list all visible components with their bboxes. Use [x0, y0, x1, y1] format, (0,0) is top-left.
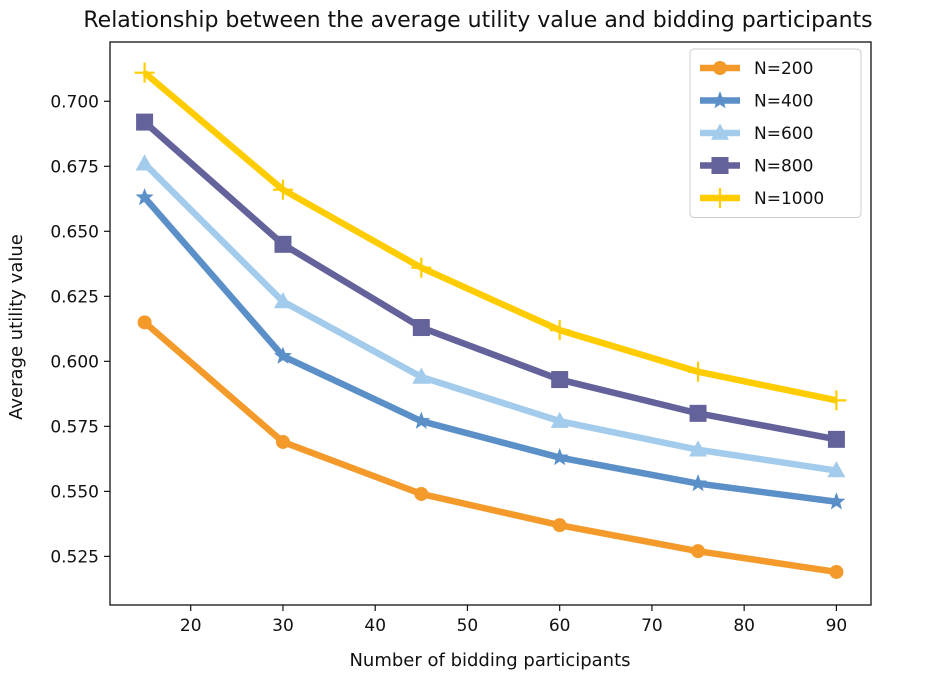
data-point — [134, 62, 155, 83]
series-n-800 — [136, 113, 845, 448]
legend-item: N=200 — [700, 59, 813, 79]
legend-label: N=200 — [754, 59, 813, 79]
y-tick-label: 0.550 — [50, 482, 99, 502]
x-axis-label: Number of bidding participants — [349, 650, 630, 671]
legend-marker — [711, 157, 729, 174]
data-point — [827, 461, 846, 478]
data-point — [549, 320, 570, 341]
data-point — [552, 518, 567, 533]
data-point — [136, 113, 154, 131]
series-n-400 — [135, 188, 846, 510]
data-point — [689, 404, 707, 422]
legend-label: N=1000 — [754, 189, 824, 209]
data-point — [135, 188, 154, 206]
data-point — [691, 544, 706, 559]
legend-marker — [711, 123, 729, 140]
legend-box — [689, 48, 862, 218]
legend-label: N=600 — [754, 124, 813, 144]
legend-item: N=400 — [700, 91, 813, 112]
data-point — [689, 474, 708, 492]
x-tick-label: 30 — [272, 616, 294, 636]
y-tick-label: 0.650 — [50, 222, 99, 242]
series-line — [142, 195, 837, 505]
legend-item: N=800 — [700, 157, 813, 177]
data-point — [550, 411, 569, 428]
data-point — [412, 319, 430, 337]
chart-title: Relationship between the average utility… — [83, 8, 872, 33]
data-point — [689, 440, 708, 457]
data-point — [274, 235, 292, 253]
x-tick-label: 60 — [549, 616, 571, 636]
x-tick-label: 50 — [457, 616, 479, 636]
series-line — [142, 70, 838, 404]
data-point — [273, 346, 292, 364]
series-line — [142, 119, 838, 443]
data-point — [272, 179, 293, 200]
data-point — [412, 367, 431, 384]
series-line — [142, 161, 837, 474]
y-tick-label: 0.675 — [50, 157, 99, 177]
data-point — [273, 292, 292, 309]
data-point — [829, 564, 844, 579]
data-point — [275, 434, 290, 449]
data-point — [688, 361, 709, 382]
legend-marker — [710, 91, 730, 109]
x-axis-ticks: 20 30 40 50 60 70 80 90 — [180, 605, 847, 636]
series-n-600 — [135, 154, 846, 478]
y-tick-label: 0.700 — [50, 92, 99, 112]
legend-marker — [710, 188, 730, 208]
data-point — [551, 371, 569, 389]
x-tick-label: 40 — [364, 616, 386, 636]
data-point — [411, 257, 432, 278]
y-tick-label: 0.575 — [50, 417, 99, 437]
y-tick-label: 0.525 — [50, 547, 99, 567]
y-axis-ticks: 0.525 0.550 0.575 0.600 0.625 0.650 0.675 0.700 — [50, 92, 110, 567]
x-tick-label: 90 — [826, 616, 848, 636]
y-tick-label: 0.600 — [50, 352, 99, 372]
x-tick-label: 80 — [733, 616, 755, 636]
y-tick-label: 0.625 — [50, 287, 99, 307]
series-line — [142, 319, 837, 576]
x-tick-label: 20 — [180, 616, 202, 636]
legend-marker — [713, 61, 727, 75]
legend-item: N=600 — [700, 123, 813, 144]
data-point — [827, 430, 845, 448]
data-point — [414, 486, 429, 501]
legend: N=200 N=400 N=600 N=800 N=1000 — [689, 48, 862, 218]
legend-label: N=400 — [754, 92, 813, 112]
x-tick-label: 70 — [641, 616, 663, 636]
data-point — [826, 390, 847, 411]
legend-label: N=800 — [754, 157, 813, 177]
data-point — [550, 448, 569, 466]
data-point — [827, 492, 846, 510]
y-axis-label: Average utility value — [6, 234, 27, 420]
data-point — [135, 154, 154, 171]
series-n-1000 — [134, 62, 847, 411]
legend-item: N=1000 — [700, 188, 824, 209]
series-n-200 — [137, 315, 844, 579]
data-point — [412, 411, 431, 429]
data-point — [137, 315, 152, 330]
plot-area — [109, 41, 872, 606]
axes-frame — [109, 41, 872, 606]
